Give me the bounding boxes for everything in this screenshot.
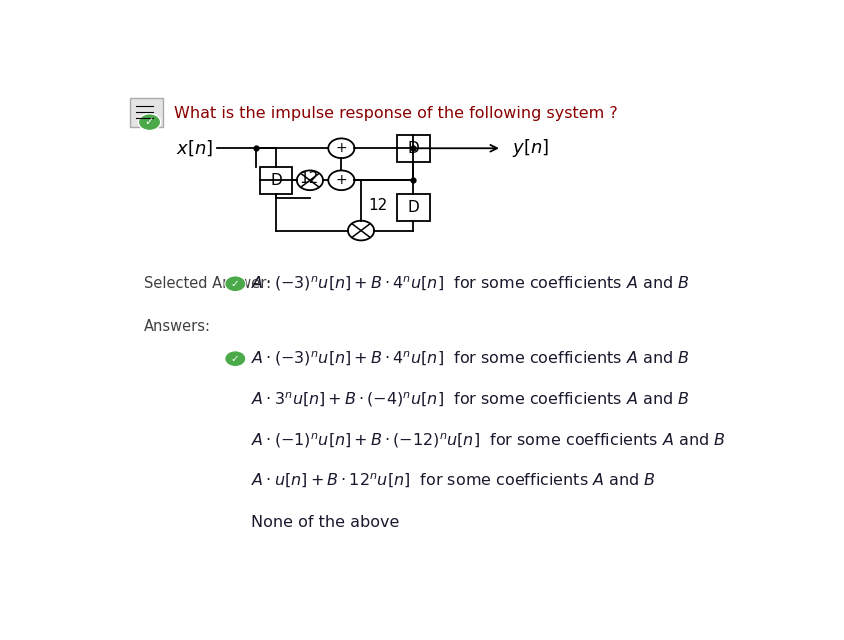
Text: 12: 12 — [299, 172, 317, 186]
Text: D: D — [407, 141, 419, 156]
Text: +: + — [335, 141, 347, 156]
Text: What is the impulse response of the following system ?: What is the impulse response of the foll… — [174, 106, 618, 121]
Text: ✓: ✓ — [144, 117, 154, 127]
Text: Selected Answer:: Selected Answer: — [143, 276, 270, 291]
Text: $A\cdot(-3)^n u[n]+B\cdot 4^n u[n]$  for some coefficients $A$ and $B$: $A\cdot(-3)^n u[n]+B\cdot 4^n u[n]$ for … — [251, 349, 689, 368]
Text: ✓: ✓ — [230, 279, 240, 289]
Circle shape — [225, 351, 246, 367]
Bar — [259, 167, 292, 194]
Text: D: D — [270, 173, 281, 188]
Text: $A\cdot(-1)^n u[n]+B\cdot(-12)^n u[n]$  for some coefficients $A$ and $B$: $A\cdot(-1)^n u[n]+B\cdot(-12)^n u[n]$ f… — [251, 431, 725, 450]
Bar — [397, 194, 430, 221]
Text: Answers:: Answers: — [143, 319, 210, 334]
Bar — [397, 134, 430, 162]
Text: $A\cdot 3^n u[n]+B\cdot(-4)^n u[n]$  for some coefficients $A$ and $B$: $A\cdot 3^n u[n]+B\cdot(-4)^n u[n]$ for … — [251, 390, 689, 409]
Text: 12: 12 — [367, 198, 387, 213]
Text: ✓: ✓ — [230, 354, 240, 364]
Circle shape — [225, 276, 246, 292]
Text: $A\cdot u[n]+B\cdot 12^n u[n]$  for some coefficients $A$ and $B$: $A\cdot u[n]+B\cdot 12^n u[n]$ for some … — [251, 472, 655, 490]
Text: D: D — [407, 200, 419, 215]
Text: None of the above: None of the above — [251, 515, 399, 530]
Text: $\mathit{y}[n]$: $\mathit{y}[n]$ — [511, 137, 548, 159]
Bar — [130, 99, 162, 127]
Text: +: + — [335, 173, 347, 188]
Text: $A\cdot(-3)^n u[n]+B\cdot 4^n u[n]$  for some coefficients $A$ and $B$: $A\cdot(-3)^n u[n]+B\cdot 4^n u[n]$ for … — [251, 275, 689, 293]
Circle shape — [138, 114, 160, 131]
Text: $\mathit{x}[n]$: $\mathit{x}[n]$ — [176, 138, 213, 158]
